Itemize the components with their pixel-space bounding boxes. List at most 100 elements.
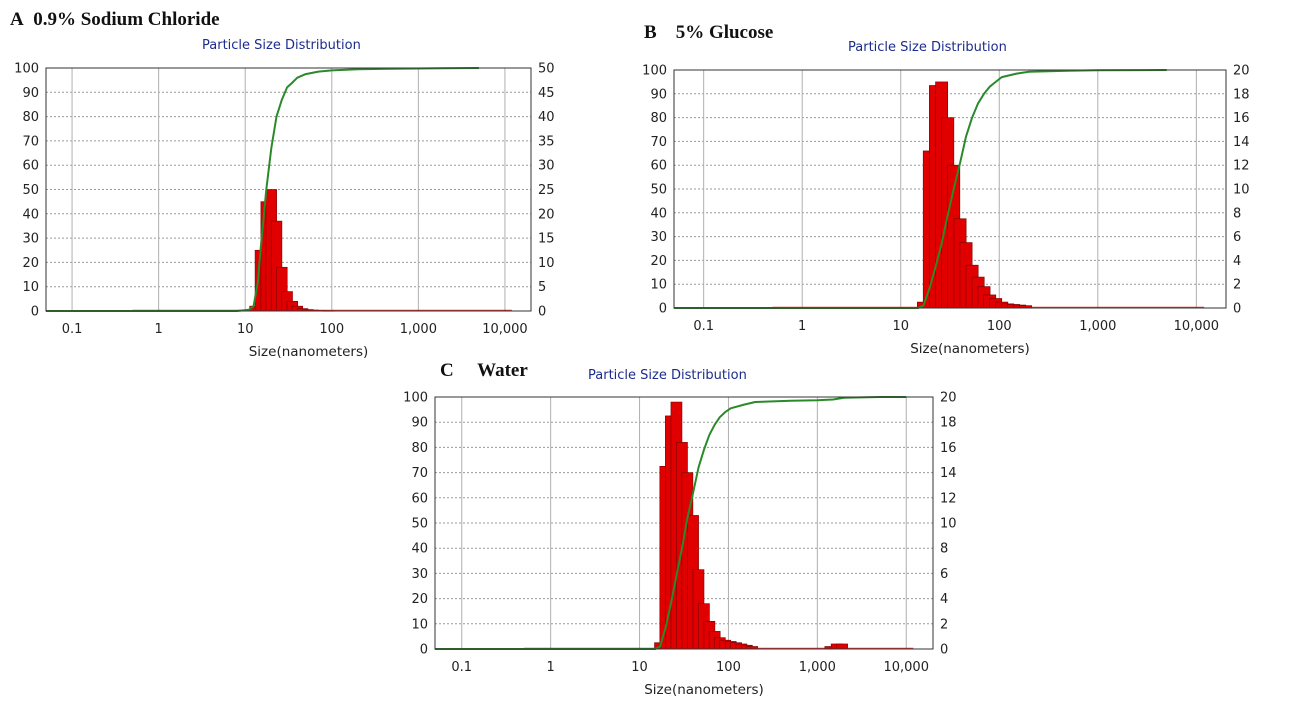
panel-b-right-tick-label: 18: [1233, 87, 1250, 102]
panel-b-left-tick-label: 100: [642, 64, 667, 79]
panel-a-x-tick-label: 10,000: [482, 322, 528, 337]
panel-c-x-tick-label: 1: [547, 660, 555, 675]
panel-b-right-tick-label: 6: [1233, 230, 1241, 245]
panel-c-x-tick-label: 10,000: [883, 660, 929, 675]
panel-c-right-tick-label: 4: [940, 592, 948, 607]
panel-b-left-tick-label: 50: [650, 183, 667, 198]
chart-panel-b: B 5% Glucose Particle Size Distribution …: [630, 0, 1270, 370]
chart-panel-a: A 0.9% Sodium Chloride Particle Size Dis…: [0, 0, 575, 370]
panel-a-right-tick-label: 45: [538, 86, 555, 101]
panel-a-x-tick-label: 0.1: [62, 322, 83, 337]
panel-c-plot: 0 10 20 30 40 50 60 70 80 90 100 0 2 4 6 8 10 12 14 16 18 20 0…: [403, 391, 957, 699]
panel-c-left-tick-label: 0: [420, 643, 428, 658]
panel-c-left-tick-label: 50: [411, 517, 428, 532]
panel-b-letter: B: [644, 22, 657, 43]
panel-b-left-tick-label: 70: [650, 135, 667, 150]
panel-c-right-tick-label: 8: [940, 542, 948, 557]
panel-c-right-tick-label: 16: [940, 441, 957, 456]
panel-b-x-tick-label: 0.1: [693, 319, 714, 334]
panel-a-x-tick-label: 1: [154, 322, 162, 337]
panel-c-right-tick-label: 0: [940, 643, 948, 658]
panel-a-x-tick-label: 10: [237, 322, 254, 337]
panel-b-left-tick-label: 40: [650, 206, 667, 221]
panel-b-left-tick-label: 10: [650, 278, 667, 293]
panel-a-cumulative-curve: [46, 67, 479, 312]
panel-c-name: Water: [477, 360, 528, 381]
panel-a-right-tick-label: 15: [538, 232, 555, 247]
panel-b-right-tick-label: 4: [1233, 254, 1241, 269]
panel-b-right-tick-label: 8: [1233, 206, 1241, 221]
panel-c-left-tick-label: 40: [411, 542, 428, 557]
panel-c-x-axis-label: Size(nanometers): [644, 682, 764, 698]
panel-c-label: C Water: [440, 360, 528, 382]
panel-a-left-tick-label: 40: [22, 207, 39, 222]
panel-b-right-tick-label: 10: [1233, 183, 1250, 198]
panel-a-left-tick-label: 80: [22, 110, 39, 125]
panel-b-left-tick-label: 90: [650, 87, 667, 102]
panel-a-right-tick-label: 50: [538, 62, 555, 77]
panel-c-left-tick-label: 10: [411, 617, 428, 632]
panel-a-left-tick-label: 20: [22, 256, 39, 271]
panel-a-left-tick-label: 90: [22, 86, 39, 101]
panel-c-cumulative-curve: [435, 396, 907, 650]
panel-b-cumulative-curve: [674, 69, 1167, 309]
panel-c-left-tick-label: 90: [411, 416, 428, 431]
panel-a-plot-frame: [45, 67, 532, 312]
panel-c-x-tick-label: 10: [631, 660, 648, 675]
panel-b-left-tick-label: 60: [650, 159, 667, 174]
panel-b-x-tick-label: 1: [798, 319, 806, 334]
panel-c-right-tick-label: 14: [940, 466, 957, 481]
panel-c-right-tick-label: 20: [940, 391, 957, 406]
panel-a-right-tick-label: 25: [538, 183, 555, 198]
panel-a-name: 0.9% Sodium Chloride: [33, 9, 220, 30]
panel-b-left-tick-label: 80: [650, 111, 667, 126]
panel-a-left-tick-label: 60: [22, 159, 39, 174]
panel-b-x-tick-label: 100: [987, 319, 1012, 334]
panel-b-right-tick-label: 14: [1233, 135, 1250, 150]
panel-c-right-tick-label: 12: [940, 491, 957, 506]
panel-c-left-tick-label: 20: [411, 592, 428, 607]
panel-c-x-tick-label: 100: [716, 660, 741, 675]
panel-c-x-tick-label: 1,000: [799, 660, 836, 675]
panel-c-x-tick-label: 0.1: [451, 660, 472, 675]
panel-b-name: 5% Glucose: [675, 22, 774, 43]
panel-b-plot: 0 10 20 30 40 50 60 70 80 90 100 0 2 4 6 8 10 12 14 16 18 20 0…: [642, 64, 1250, 358]
panel-b-chart-title: Particle Size Distribution: [848, 40, 1007, 55]
panel-b-plot-frame: [673, 69, 1227, 309]
panel-a-x-axis-label: Size(nanometers): [249, 344, 369, 360]
panel-a-right-tick-label: 30: [538, 159, 555, 174]
panel-b-x-axis-label: Size(nanometers): [910, 341, 1030, 357]
panel-a-right-tick-label: 40: [538, 110, 555, 125]
panel-b-left-tick-label: 20: [650, 254, 667, 269]
panel-b-left-tick-label: 30: [650, 230, 667, 245]
panel-a-left-tick-label: 30: [22, 232, 39, 247]
chart-panel-c: C Water Particle Size Distribution 0 10 20…: [390, 355, 990, 707]
panel-b-x-tick-label: 10,000: [1174, 319, 1220, 334]
panel-a-chart-title: Particle Size Distribution: [202, 38, 361, 53]
panel-c-left-tick-label: 80: [411, 441, 428, 456]
panel-a-right-tick-label: 5: [538, 280, 546, 295]
panel-a-plot: 0 10 20 30 40 50 60 70 80 90 100 0 5 10 15 20 25 30 35 40 45…: [14, 62, 555, 361]
panel-c-right-tick-label: 6: [940, 567, 948, 582]
panel-a-letter: A: [10, 9, 24, 30]
panel-c-left-tick-label: 70: [411, 466, 428, 481]
panel-a-left-tick-label: 10: [22, 280, 39, 295]
panel-c-plot-frame: [434, 396, 934, 650]
panel-b-label: B 5% Glucose: [644, 22, 773, 44]
panel-a-label: A 0.9% Sodium Chloride: [10, 9, 220, 31]
panel-a-x-tick-label: 100: [319, 322, 344, 337]
panel-c-chart-title: Particle Size Distribution: [588, 368, 747, 383]
panel-a-right-tick-label: 10: [538, 256, 555, 271]
panel-a-left-tick-label: 50: [22, 183, 39, 198]
panel-a-right-tick-label: 20: [538, 207, 555, 222]
panel-a-x-tick-label: 1,000: [400, 322, 437, 337]
panel-c-left-tick-label: 30: [411, 567, 428, 582]
panel-a-right-tick-label: 35: [538, 134, 555, 149]
panel-c-left-tick-label: 100: [403, 391, 428, 406]
panel-b-x-tick-label: 1,000: [1079, 319, 1116, 334]
panel-c-letter: C: [440, 360, 454, 381]
panel-b-left-tick-label: 0: [659, 302, 667, 317]
panel-b-right-tick-label: 16: [1233, 111, 1250, 126]
panel-c-right-tick-label: 2: [940, 617, 948, 632]
panel-b-x-tick-label: 10: [892, 319, 909, 334]
